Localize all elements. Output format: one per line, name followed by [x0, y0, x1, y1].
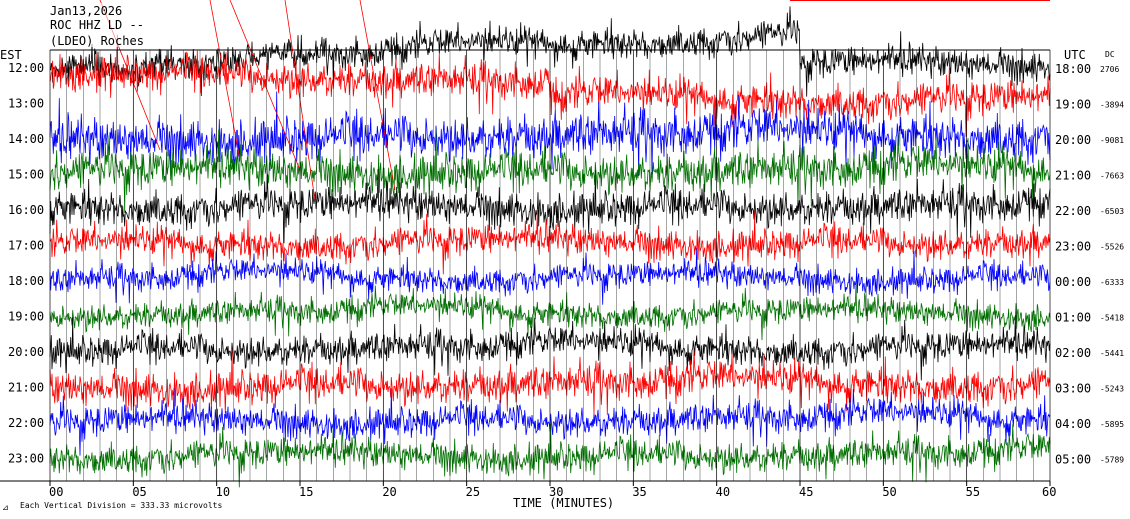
x-tick-60: 60: [1042, 485, 1056, 499]
x-tick-40: 40: [716, 485, 730, 499]
dc-value-row-2: -3894: [1100, 101, 1124, 110]
header-backdrop: [46, 3, 142, 47]
minute-gridlines: [49, 50, 1051, 481]
dc-value-row-12: -5789: [1100, 456, 1124, 465]
dc-value-row-6: -5526: [1100, 243, 1124, 252]
spike-line-4: [359, 0, 396, 191]
est-label-1800: 18:00: [8, 274, 44, 288]
dc-value-row-1: 2706: [1100, 65, 1119, 74]
station-code: ROC HHZ LD --: [50, 18, 144, 32]
est-label-1900: 19:00: [8, 310, 44, 324]
est-label-1700: 17:00: [8, 239, 44, 253]
dc-value-row-5: -6503: [1100, 207, 1124, 216]
utc-label-1800: 18:00: [1055, 62, 1091, 76]
x-tick-25: 25: [466, 485, 480, 499]
x-tick-50: 50: [882, 485, 896, 499]
utc-label-2100: 21:00: [1055, 169, 1091, 183]
dc-value-row-7: -6333: [1100, 278, 1124, 287]
utc-label-0100: 01:00: [1055, 311, 1091, 325]
x-tick-30: 30: [549, 485, 563, 499]
x-tick-00: 00: [49, 485, 63, 499]
x-tick-10: 10: [216, 485, 230, 499]
est-label-1500: 15:00: [8, 168, 44, 182]
utc-hour-labels: 18:00 19:00 20:00 21:00 22:00 23:00 00:00 01:00…: [1055, 62, 1091, 467]
est-label-1400: 14:00: [8, 132, 44, 146]
est-label-2200: 22:00: [8, 416, 44, 430]
est-hour-labels: 12:00 13:00 14:00 15:00 16:00 17:00 18:00 19:00…: [8, 61, 44, 466]
dc-offset-labels: 2706 -3894 -9081 -7663 -6503 -5526 -6333 -5418 -…: [1100, 65, 1124, 465]
spike-line-5: [209, 0, 241, 161]
dc-column-label: DC: [1105, 50, 1115, 59]
utc-label-2000: 20:00: [1055, 133, 1091, 147]
utc-label-1900: 19:00: [1055, 98, 1091, 112]
x-tick-labels: 00 05 10 15 20 25 30 35 40 45 50 55 60: [49, 481, 1056, 499]
utc-label-2300: 23:00: [1055, 240, 1091, 254]
network-name: (LDEO) Roches: [50, 34, 144, 48]
est-label-2300: 23:00: [8, 452, 44, 466]
spike-line-2: [229, 0, 301, 171]
scale-mark-icon: ⊿: [2, 503, 9, 512]
dc-value-row-3: -9081: [1100, 136, 1124, 145]
utc-label-0400: 04:00: [1055, 417, 1091, 431]
x-tick-15: 15: [299, 485, 313, 499]
x-tick-55: 55: [966, 485, 980, 499]
x-axis-title: TIME (MINUTES): [513, 496, 614, 510]
dc-value-row-10: -5243: [1100, 385, 1124, 394]
x-tick-45: 45: [799, 485, 813, 499]
utc-label-0500: 05:00: [1055, 453, 1091, 467]
utc-label-0300: 03:00: [1055, 382, 1091, 396]
utc-label-0000: 00:00: [1055, 275, 1091, 289]
est-label-1200: 12:00: [8, 61, 44, 75]
dc-value-row-8: -5418: [1100, 314, 1124, 323]
chart-date: Jan13,2026: [50, 4, 122, 18]
scale-note: Each Vertical Division = 333.33 microvol…: [20, 501, 222, 510]
left-timezone-label: EST: [0, 48, 22, 62]
dc-value-row-4: -7663: [1100, 172, 1124, 181]
x-tick-35: 35: [632, 485, 646, 499]
est-label-2100: 21:00: [8, 381, 44, 395]
utc-label-0200: 02:00: [1055, 346, 1091, 360]
dc-value-row-9: -5441: [1100, 349, 1124, 358]
dc-value-row-11: -5895: [1100, 420, 1124, 429]
right-timezone-label: UTC: [1064, 48, 1086, 62]
est-label-1300: 13:00: [8, 97, 44, 111]
x-tick-05: 05: [132, 485, 146, 499]
x-tick-20: 20: [382, 485, 396, 499]
est-label-1600: 16:00: [8, 203, 44, 217]
est-label-2000: 20:00: [8, 345, 44, 359]
utc-label-2200: 22:00: [1055, 204, 1091, 218]
